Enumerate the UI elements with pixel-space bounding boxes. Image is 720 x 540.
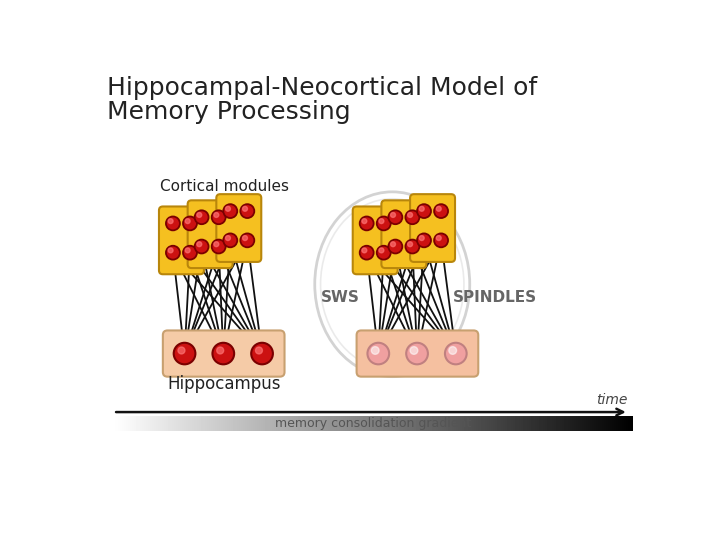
Circle shape (197, 212, 202, 218)
Circle shape (212, 343, 234, 364)
Text: SPINDLES: SPINDLES (453, 290, 537, 305)
Circle shape (194, 240, 209, 253)
Circle shape (212, 210, 225, 224)
Circle shape (362, 248, 366, 253)
FancyBboxPatch shape (216, 194, 261, 262)
Circle shape (194, 210, 209, 224)
Circle shape (243, 235, 248, 240)
Circle shape (214, 242, 219, 247)
Circle shape (434, 233, 448, 247)
FancyBboxPatch shape (410, 194, 455, 262)
FancyBboxPatch shape (159, 206, 204, 274)
FancyBboxPatch shape (163, 330, 284, 377)
Text: Hippocampus: Hippocampus (168, 375, 281, 393)
Circle shape (419, 235, 424, 240)
Circle shape (217, 347, 224, 354)
Text: time: time (595, 394, 627, 408)
Circle shape (360, 217, 374, 231)
Circle shape (377, 217, 391, 231)
Circle shape (243, 206, 248, 211)
Circle shape (212, 240, 225, 253)
Circle shape (390, 212, 395, 218)
Circle shape (379, 248, 384, 253)
Circle shape (390, 242, 395, 247)
Circle shape (251, 343, 273, 364)
Circle shape (408, 242, 413, 247)
Circle shape (405, 240, 419, 253)
Circle shape (377, 246, 391, 260)
FancyBboxPatch shape (188, 200, 233, 268)
Circle shape (436, 206, 441, 211)
FancyBboxPatch shape (356, 330, 478, 377)
Circle shape (367, 343, 389, 364)
Circle shape (372, 347, 379, 354)
Text: Memory Processing: Memory Processing (107, 100, 351, 124)
Circle shape (178, 347, 185, 354)
Circle shape (406, 343, 428, 364)
Circle shape (410, 347, 418, 354)
Circle shape (362, 219, 366, 224)
Circle shape (417, 204, 431, 218)
Text: Cortical modules: Cortical modules (160, 179, 289, 194)
Circle shape (197, 242, 202, 247)
Circle shape (168, 248, 173, 253)
Circle shape (379, 219, 384, 224)
Circle shape (166, 217, 180, 231)
Text: Hippocampal-Neocortical Model of: Hippocampal-Neocortical Model of (107, 76, 537, 100)
Text: memory consolidation gradient: memory consolidation gradient (275, 417, 471, 430)
Circle shape (225, 206, 230, 211)
Circle shape (388, 210, 402, 224)
Text: SWS: SWS (321, 290, 360, 305)
Circle shape (256, 347, 262, 354)
Circle shape (168, 219, 173, 224)
FancyBboxPatch shape (382, 200, 426, 268)
Circle shape (445, 343, 467, 364)
Circle shape (185, 219, 190, 224)
Circle shape (174, 343, 195, 364)
Circle shape (434, 204, 448, 218)
FancyBboxPatch shape (353, 206, 397, 274)
Circle shape (225, 235, 230, 240)
Circle shape (360, 246, 374, 260)
Circle shape (223, 233, 238, 247)
Circle shape (449, 347, 456, 354)
Circle shape (405, 210, 419, 224)
Circle shape (166, 246, 180, 260)
Circle shape (436, 235, 441, 240)
Circle shape (240, 204, 254, 218)
Circle shape (223, 204, 238, 218)
Circle shape (214, 212, 219, 218)
Circle shape (185, 248, 190, 253)
Circle shape (183, 217, 197, 231)
Circle shape (419, 206, 424, 211)
Circle shape (388, 240, 402, 253)
Circle shape (408, 212, 413, 218)
Circle shape (183, 246, 197, 260)
Circle shape (240, 233, 254, 247)
Circle shape (417, 233, 431, 247)
